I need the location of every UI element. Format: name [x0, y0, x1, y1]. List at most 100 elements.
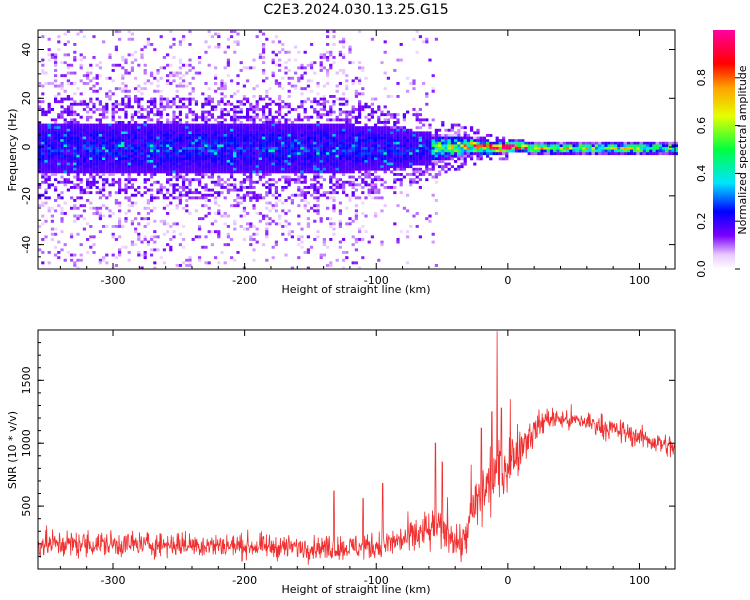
- spectrogram-cell: [50, 131, 54, 135]
- spectrogram-cell: [658, 144, 662, 148]
- spectrogram-cell: [249, 238, 253, 241]
- spectrogram-cell: [489, 152, 493, 156]
- spectrogram-cell: [114, 110, 118, 114]
- spectrogram-cell: [169, 144, 173, 148]
- spectrogram-cell: [348, 136, 352, 140]
- spectrogram-cell: [194, 118, 198, 122]
- spectrogram-cell: [66, 139, 70, 143]
- spectrogram-cell: [303, 66, 307, 70]
- spectrogram-cell: [434, 173, 438, 176]
- spectrogram-cell: [156, 162, 160, 166]
- spectrogram-cell: [226, 147, 230, 150]
- spectrogram-cell: [242, 152, 246, 156]
- spectrogram-cell: [169, 100, 173, 104]
- spectrogram-cell: [479, 139, 483, 143]
- spectrogram-cell: [358, 141, 362, 145]
- spectrogram-cell: [326, 136, 330, 140]
- spectrogram-cell: [303, 251, 307, 254]
- spectrogram-cell: [268, 87, 272, 91]
- spectrogram-cell: [121, 76, 125, 80]
- spectrogram-cell: [239, 100, 243, 104]
- spectrogram-cell: [146, 206, 150, 210]
- spectrogram-cell: [185, 113, 189, 117]
- spectrogram-cell: [316, 102, 320, 106]
- spectrogram-cell: [246, 79, 250, 83]
- spectrogram-cell: [313, 157, 317, 161]
- spectrogram-cell: [178, 141, 182, 145]
- spectrogram-cell: [239, 110, 243, 114]
- spectrogram-cell: [284, 118, 288, 122]
- spectrogram-cell: [335, 115, 339, 119]
- spectrogram-cell: [297, 131, 301, 135]
- spectrogram-cell: [166, 212, 170, 215]
- spectrogram-cell: [124, 123, 128, 127]
- spectrogram-cell: [86, 199, 90, 202]
- spectrogram-cell: [486, 147, 490, 150]
- spectrogram-cell: [428, 219, 432, 223]
- spectrogram-cell: [86, 147, 90, 150]
- spectrogram-cell: [66, 113, 70, 117]
- spectrogram-cell: [361, 160, 365, 163]
- spectrogram-cell: [585, 147, 589, 150]
- spectrogram-cell: [124, 141, 128, 145]
- spectrogram-cell: [159, 219, 163, 223]
- spectrogram-cell: [169, 167, 173, 171]
- spectrogram-cell: [137, 63, 141, 67]
- spectrogram-cell: [495, 136, 499, 140]
- spectrogram-cell: [121, 87, 125, 91]
- spectrogram-cell: [444, 157, 448, 161]
- spectrogram-cell: [546, 144, 550, 148]
- spectrogram-cell: [108, 209, 112, 213]
- spectrogram-cell: [454, 131, 458, 135]
- spectrogram-cell: [41, 110, 45, 114]
- spectrogram-cell: [306, 191, 310, 195]
- spectrogram-cell: [495, 141, 499, 145]
- spectrogram-cell: [380, 152, 384, 156]
- spectrogram-cell: [223, 186, 227, 189]
- spectrogram-cell: [329, 118, 333, 122]
- spectrogram-cell: [41, 165, 45, 169]
- spectrogram-cell: [182, 238, 186, 241]
- spectrogram-cell: [374, 131, 378, 135]
- spectrogram-cell: [134, 136, 138, 140]
- spectrogram-cell: [268, 123, 272, 127]
- spectrogram-cell: [146, 113, 150, 117]
- spectrogram-cell: [655, 147, 659, 150]
- spectrogram-cell: [271, 178, 275, 182]
- spectrogram-cell: [82, 154, 86, 158]
- spectrogram-cell: [198, 217, 202, 221]
- spectrogram-cell: [329, 50, 333, 54]
- spectrogram-cell: [156, 131, 160, 135]
- spectrogram-cell: [73, 183, 77, 187]
- spectrogram-cell: [348, 175, 352, 179]
- spectrogram-cell: [434, 136, 438, 140]
- spectrogram-cell: [134, 230, 138, 234]
- spectrogram-cell: [130, 165, 134, 169]
- spectrogram-cell: [217, 115, 221, 119]
- spectrogram-cell: [354, 238, 358, 241]
- spectrogram-cell: [204, 110, 208, 114]
- spectrogram-cell: [591, 152, 595, 156]
- spectrogram-cell: [111, 160, 115, 163]
- spectrogram-cell: [306, 251, 310, 254]
- spectrogram-cell: [169, 162, 173, 166]
- spectrogram-cell: [38, 147, 42, 150]
- spectrogram-cell: [86, 160, 90, 163]
- spectrogram-cell: [460, 139, 464, 143]
- spectrogram-cell: [166, 97, 170, 101]
- spectrogram-cell: [172, 152, 176, 156]
- spectrogram-cell: [258, 53, 262, 57]
- spectrogram-cell: [66, 53, 70, 57]
- spectrogram-cell: [268, 170, 272, 174]
- spectrogram-cell: [207, 118, 211, 122]
- spectrogram-cell: [281, 232, 285, 236]
- spectrogram-cell: [92, 178, 96, 182]
- spectrogram-cell: [194, 113, 198, 117]
- spectrogram-cell: [332, 149, 336, 153]
- spectrogram-cell: [479, 144, 483, 148]
- spectrogram-cell: [342, 40, 346, 44]
- spectrogram-cell: [41, 204, 45, 208]
- spectrogram-cell: [207, 152, 211, 156]
- spectrogram-cell: [124, 196, 128, 200]
- spectrogram-cell: [102, 193, 106, 197]
